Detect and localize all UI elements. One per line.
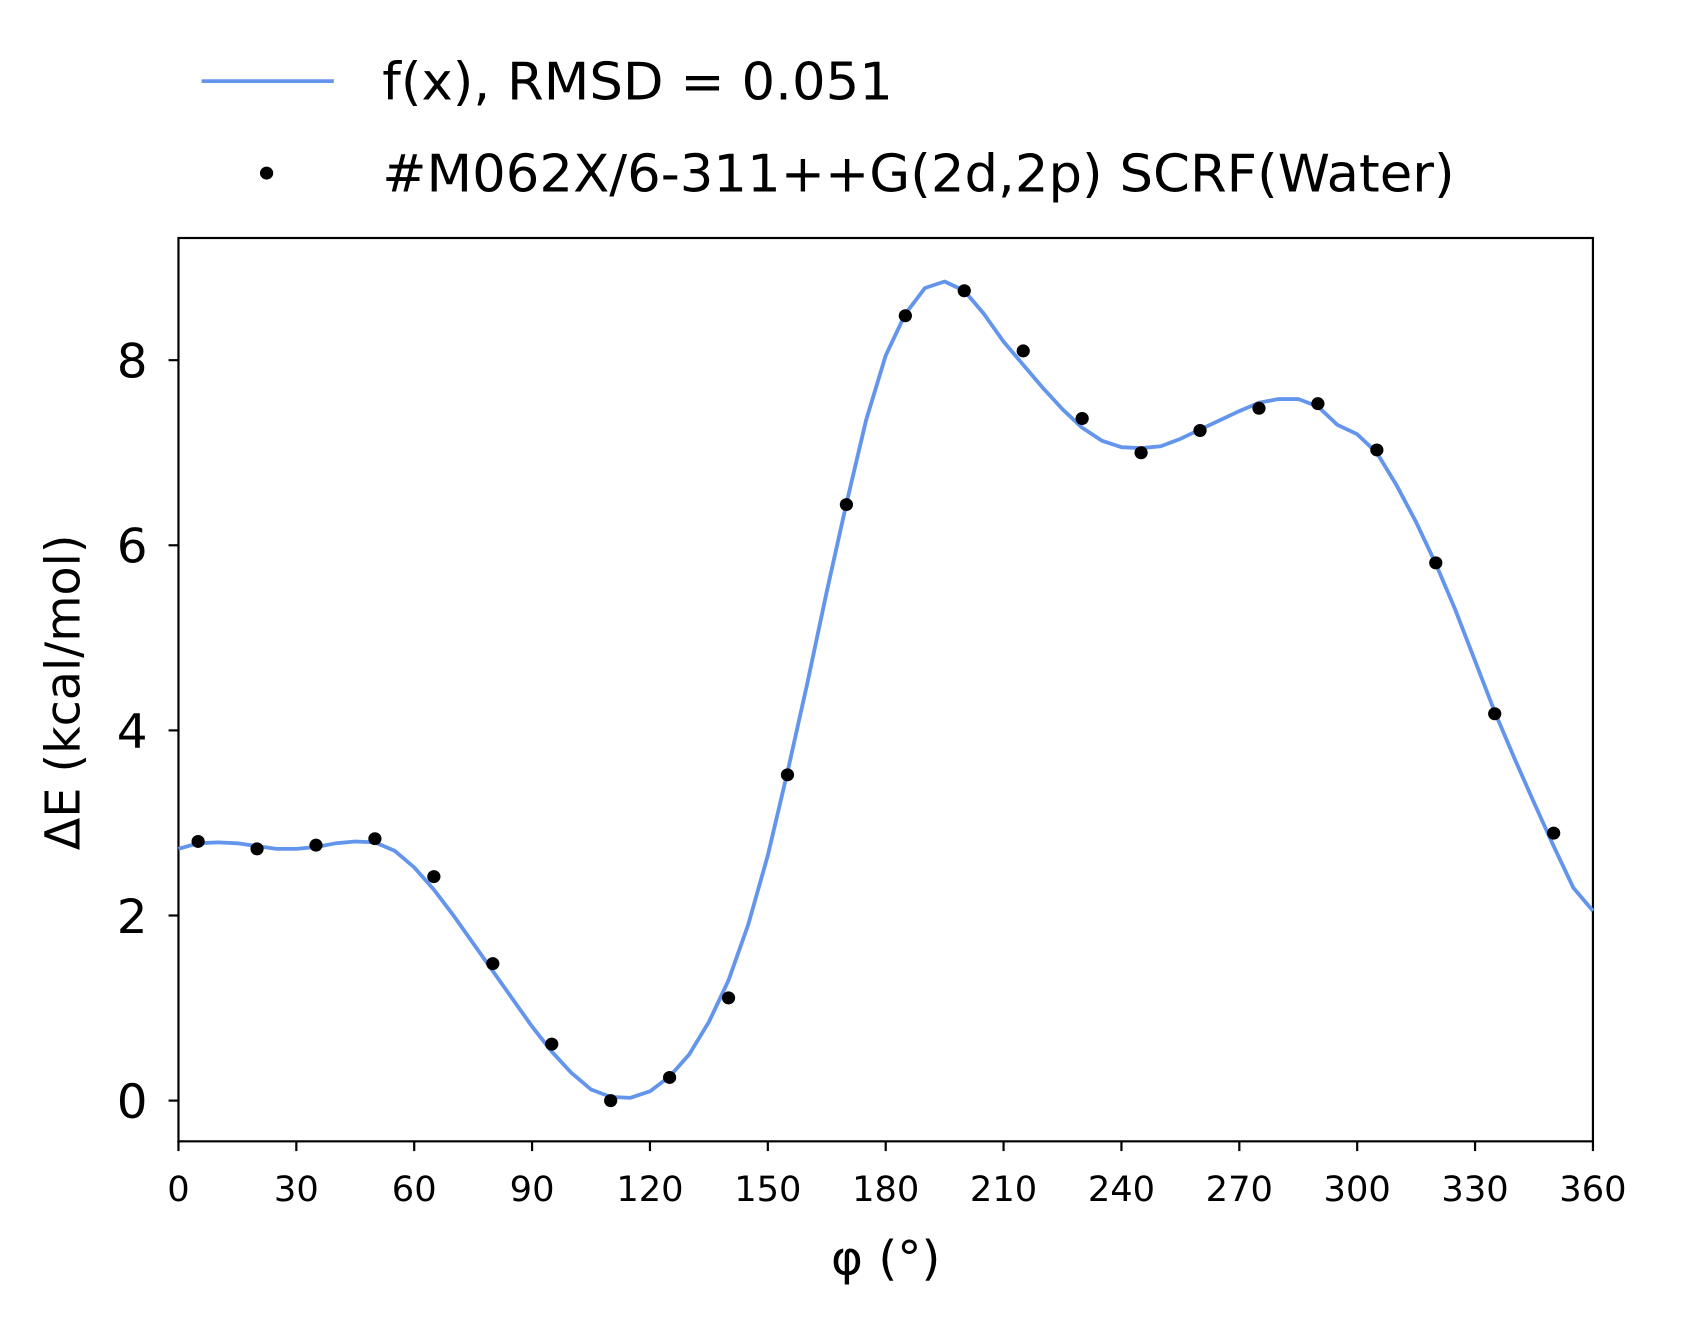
data-point — [898, 309, 912, 323]
plot-frame — [177, 236, 1595, 1143]
legend-label: f(x), RMSD = 0.051 — [382, 52, 893, 112]
data-point — [839, 498, 854, 512]
data-point — [662, 1070, 677, 1084]
data-point — [1488, 707, 1502, 721]
x-tick-label: 240 — [1088, 1170, 1155, 1210]
data-point — [957, 284, 971, 298]
y-axis-label: ΔE (kcal/mol) — [35, 535, 92, 851]
y-tick-label: 0 — [117, 1074, 148, 1129]
x-tick-label: 120 — [616, 1170, 683, 1210]
x-tick-label: 150 — [734, 1170, 801, 1210]
data-point — [427, 870, 441, 884]
data-point — [309, 838, 323, 852]
x-tick-label: 270 — [1206, 1170, 1273, 1210]
data-point — [1252, 401, 1266, 415]
x-axis-label: φ (°) — [831, 1231, 940, 1286]
data-point — [1547, 826, 1561, 840]
x-tick-label: 0 — [167, 1170, 189, 1210]
data-point — [545, 1037, 559, 1051]
fit-line — [177, 279, 1595, 1100]
x-tick-label: 90 — [510, 1170, 555, 1210]
data-point — [1429, 556, 1443, 570]
x-tick-label: 360 — [1559, 1170, 1626, 1210]
data-point — [1311, 397, 1325, 411]
data-point — [486, 957, 500, 971]
y-tick-label: 2 — [117, 889, 148, 944]
y-tick-label: 4 — [117, 704, 148, 759]
y-tick-label: 8 — [117, 334, 148, 389]
data-point — [1016, 344, 1030, 358]
data-point — [1370, 443, 1384, 457]
data-point — [721, 991, 736, 1005]
data-point — [780, 768, 795, 782]
data-point — [368, 832, 382, 846]
data-point — [1193, 424, 1207, 438]
y-tick-label: 6 — [117, 519, 148, 574]
x-tick-label: 30 — [274, 1170, 319, 1210]
x-tick-label: 60 — [392, 1170, 437, 1210]
legend-marker — [259, 166, 274, 180]
data-point — [604, 1094, 618, 1108]
data-point — [250, 842, 264, 856]
legend-label: #M062X/6-311++G(2d,2p) SCRF(Water) — [382, 144, 1454, 204]
x-tick-label: 210 — [970, 1170, 1037, 1210]
x-tick-label: 330 — [1441, 1170, 1508, 1210]
data-point — [191, 834, 205, 848]
x-tick-label: 300 — [1324, 1170, 1391, 1210]
data-point — [1134, 446, 1148, 460]
x-tick-label: 180 — [852, 1170, 919, 1210]
data-point — [1075, 411, 1089, 425]
